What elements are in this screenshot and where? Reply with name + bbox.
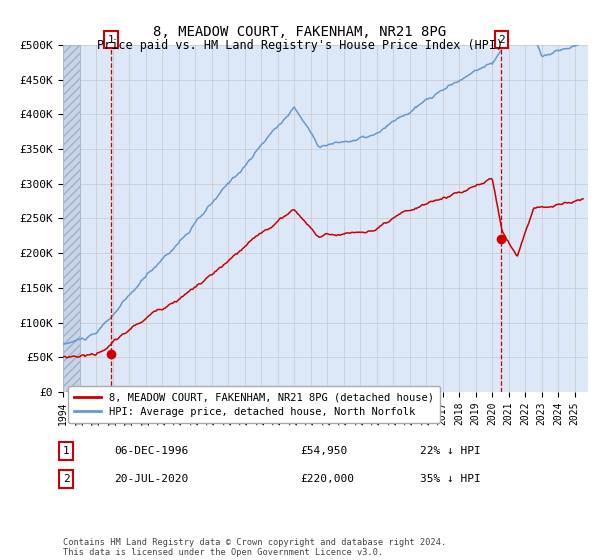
Bar (63, 45, 80, 392)
Text: Contains HM Land Registry data © Crown copyright and database right 2024.
This d: Contains HM Land Registry data © Crown c… (63, 538, 446, 557)
Text: 06-DEC-1996: 06-DEC-1996 (114, 446, 188, 456)
Text: 1: 1 (62, 446, 70, 456)
Text: Price paid vs. HM Land Registry's House Price Index (HPI): Price paid vs. HM Land Registry's House … (97, 39, 503, 52)
Text: 2: 2 (62, 474, 70, 484)
Legend: 8, MEADOW COURT, FAKENHAM, NR21 8PG (detached house), HPI: Average price, detach: 8, MEADOW COURT, FAKENHAM, NR21 8PG (det… (68, 386, 440, 423)
Text: 2: 2 (498, 35, 505, 45)
Text: 8, MEADOW COURT, FAKENHAM, NR21 8PG: 8, MEADOW COURT, FAKENHAM, NR21 8PG (154, 25, 446, 39)
Text: 35% ↓ HPI: 35% ↓ HPI (420, 474, 481, 484)
Text: 1: 1 (108, 35, 115, 45)
Text: 22% ↓ HPI: 22% ↓ HPI (420, 446, 481, 456)
Text: £54,950: £54,950 (300, 446, 347, 456)
Text: 20-JUL-2020: 20-JUL-2020 (114, 474, 188, 484)
Text: £220,000: £220,000 (300, 474, 354, 484)
